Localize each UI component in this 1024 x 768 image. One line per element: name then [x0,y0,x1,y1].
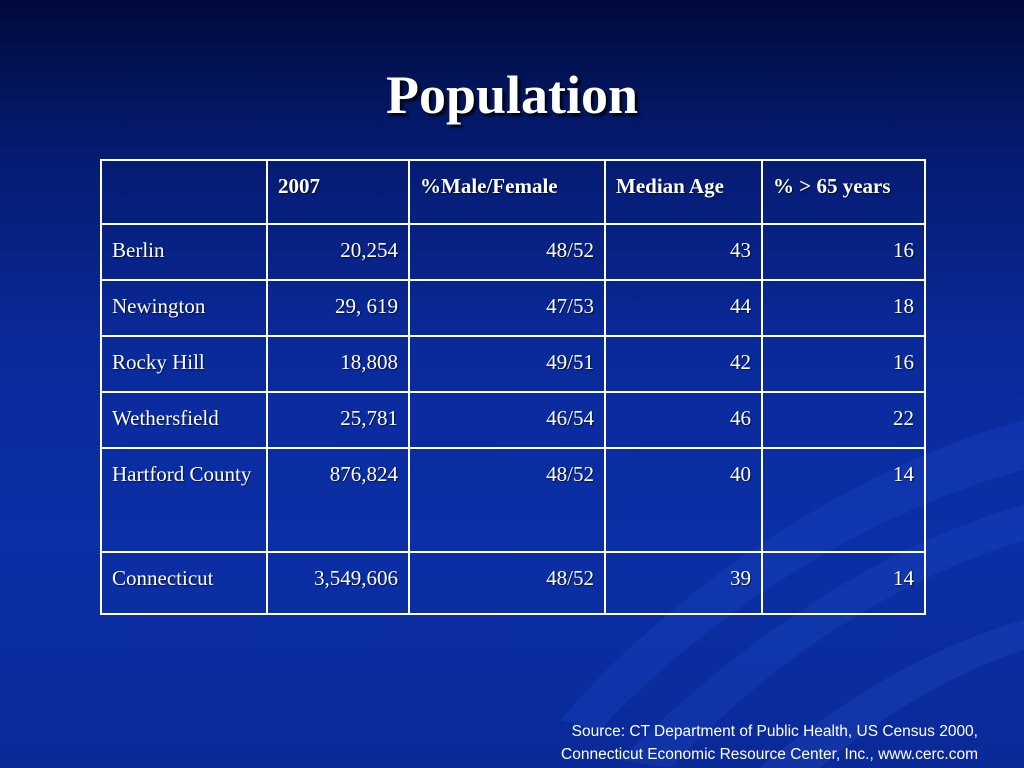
row-median-age: 39 [604,551,763,615]
row-over-65: 18 [761,279,926,337]
row-over-65: 14 [761,551,926,615]
header-cell-median-age: Median Age [604,159,763,225]
row-population-2007: 876,824 [266,447,410,553]
row-name: Rocky Hill [100,335,268,393]
source-line-2: Connecticut Economic Resource Center, In… [561,746,978,763]
source-citation: Source: CT Department of Public Health, … [561,720,978,766]
row-male-female: 48/52 [408,447,606,553]
table-row: Berlin 20,254 48/52 43 16 [100,223,926,281]
table-row: Newington 29, 619 47/53 44 18 [100,279,926,337]
row-name: Newington [100,279,268,337]
row-over-65: 14 [761,447,926,553]
row-male-female: 48/52 [408,551,606,615]
row-male-female: 46/54 [408,391,606,449]
population-table-container: 2007 %Male/Female Median Age % > 65 year… [100,159,926,615]
table-header-row: 2007 %Male/Female Median Age % > 65 year… [100,159,926,225]
row-median-age: 44 [604,279,763,337]
table-row: Wethersfield 25,781 46/54 46 22 [100,391,926,449]
table-row: Connecticut 3,549,606 48/52 39 14 [100,551,926,615]
row-population-2007: 29, 619 [266,279,410,337]
row-over-65: 16 [761,223,926,281]
row-name: Hartford County [100,447,268,553]
source-line-1: Source: CT Department of Public Health, … [571,723,978,740]
row-population-2007: 25,781 [266,391,410,449]
table-row: Rocky Hill 18,808 49/51 42 16 [100,335,926,393]
row-median-age: 46 [604,391,763,449]
row-median-age: 43 [604,223,763,281]
row-population-2007: 18,808 [266,335,410,393]
table-row: Hartford County 876,824 48/52 40 14 [100,447,926,553]
slide-title: Population [385,65,639,125]
row-male-female: 49/51 [408,335,606,393]
row-population-2007: 20,254 [266,223,410,281]
row-male-female: 48/52 [408,223,606,281]
header-cell-2007: 2007 [266,159,410,225]
header-cell-empty [100,159,268,225]
header-cell-over-65: % > 65 years [761,159,926,225]
header-cell-male-female: %Male/Female [408,159,606,225]
row-over-65: 22 [761,391,926,449]
row-over-65: 16 [761,335,926,393]
row-median-age: 42 [604,335,763,393]
row-median-age: 40 [604,447,763,553]
row-male-female: 47/53 [408,279,606,337]
row-name: Berlin [100,223,268,281]
row-name: Wethersfield [100,391,268,449]
row-name: Connecticut [100,551,268,615]
row-population-2007: 3,549,606 [266,551,410,615]
population-table: 2007 %Male/Female Median Age % > 65 year… [100,159,926,615]
